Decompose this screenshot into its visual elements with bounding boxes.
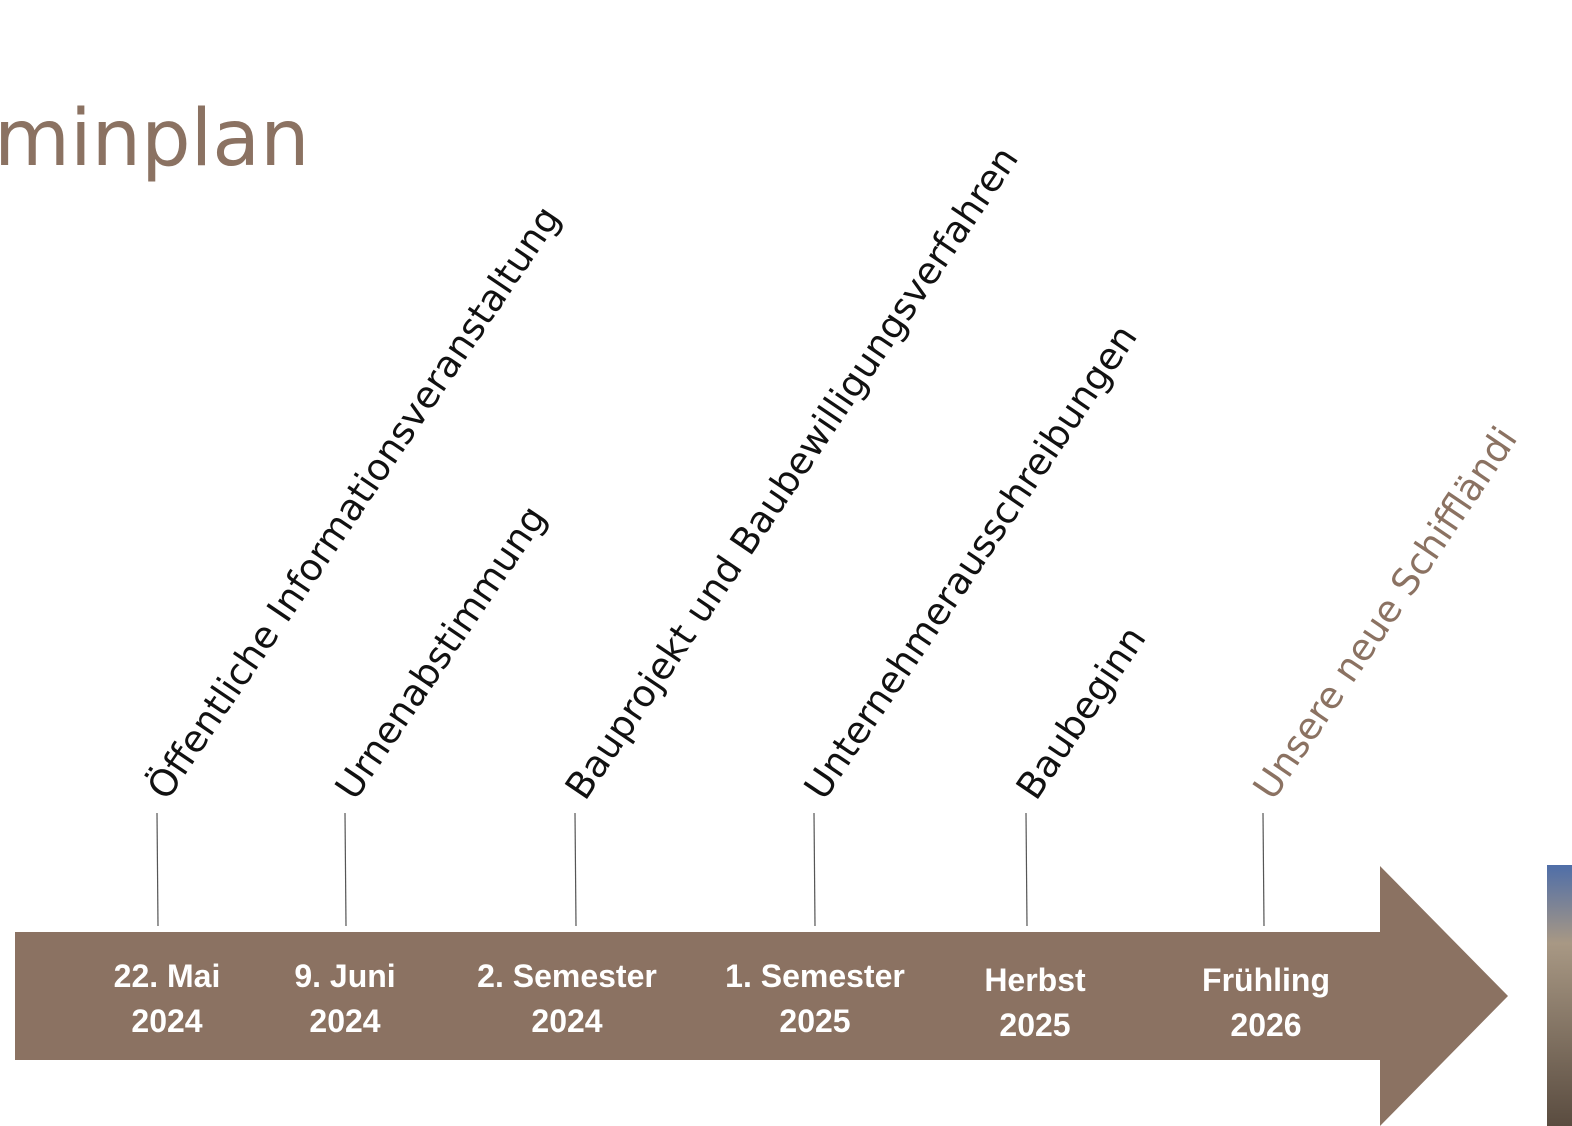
milestone-date: 9. Juni <box>294 958 395 994</box>
tick-line <box>157 813 158 926</box>
milestone-label: Urnenabstimmung <box>327 498 555 807</box>
milestone-date: 2026 <box>1230 1007 1301 1043</box>
milestone-label: Öffentliche Informationsveranstaltung <box>139 198 569 807</box>
milestone-date: 2024 <box>309 1003 380 1039</box>
milestone-date: 2. Semester <box>477 958 657 994</box>
tick-line <box>575 813 576 926</box>
slide-title: minplan <box>0 94 310 184</box>
tick-line <box>345 813 346 926</box>
milestone-date: 22. Mai <box>114 958 221 994</box>
photo <box>1547 865 1572 1126</box>
milestone-date: 2024 <box>531 1003 602 1039</box>
milestone-date: 2025 <box>779 1003 850 1039</box>
tick-line <box>1026 813 1027 926</box>
milestone-date: 2025 <box>999 1007 1070 1043</box>
tick-line <box>814 813 815 926</box>
slide: minplan Öffentliche Informationsveransta… <box>0 0 1572 1126</box>
milestone-date: 2024 <box>131 1003 202 1039</box>
milestone-date: Frühling <box>1202 962 1330 998</box>
tick-line <box>1263 813 1264 926</box>
milestone-label: Unsere neue Schiffländi <box>1245 419 1526 807</box>
milestone-date: Herbst <box>984 962 1086 998</box>
milestone-label: Bauprojekt und Baubewilligungsverfahren <box>557 139 1027 807</box>
milestone-label: Baubeginn <box>1008 618 1155 807</box>
milestone-date: 1. Semester <box>725 958 905 994</box>
